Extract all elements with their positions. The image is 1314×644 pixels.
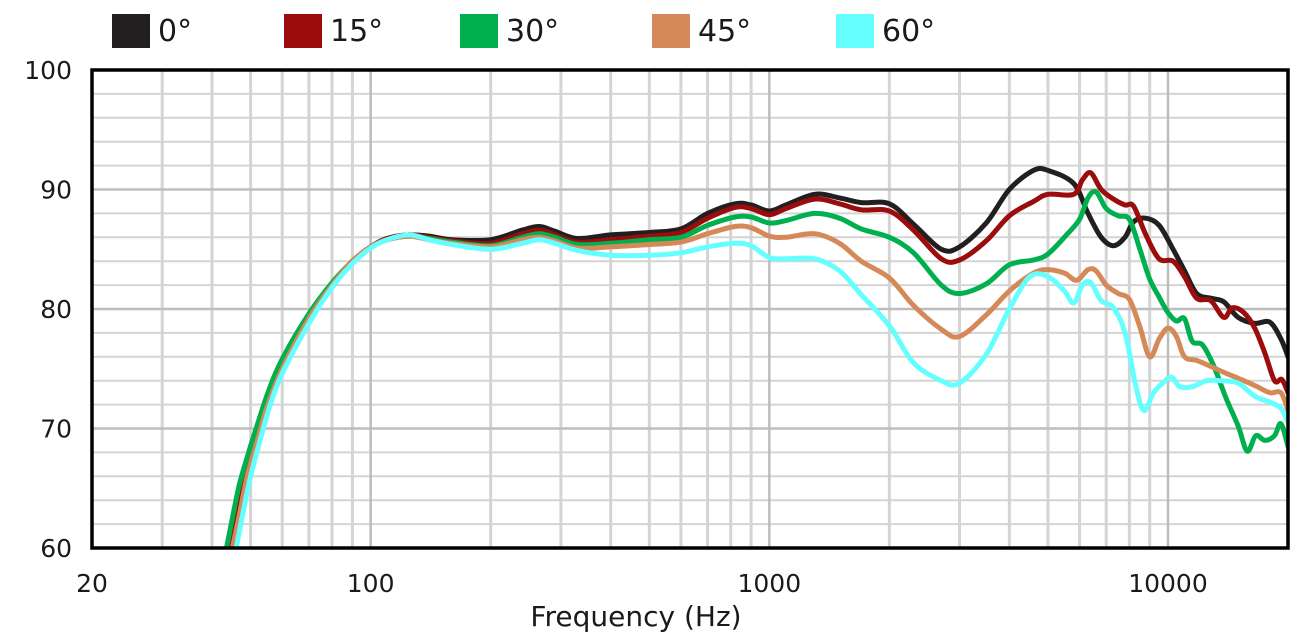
y-tick-label: 80 — [40, 295, 72, 324]
series-layer — [224, 165, 1288, 548]
x-tick-label: 20 — [76, 569, 108, 598]
legend-label-60: 60° — [882, 14, 936, 49]
legend-label-15: 15° — [330, 14, 384, 49]
plot-frame — [90, 68, 1290, 550]
x-axis-title: Frequency (Hz) — [530, 600, 741, 633]
grid-major — [92, 70, 1288, 548]
legend-swatch-60 — [836, 14, 874, 48]
legend-swatch-0 — [112, 14, 150, 48]
legend-swatch-45 — [652, 14, 690, 48]
y-axis: 60 70 80 90 100 — [24, 56, 72, 563]
y-tick-label: 100 — [24, 56, 72, 85]
legend-swatch-15 — [284, 14, 322, 48]
y-tick-label: 90 — [40, 176, 72, 205]
legend-label-30: 30° — [506, 14, 560, 49]
y-tick-label: 70 — [40, 415, 72, 444]
x-tick-label: 10000 — [1128, 569, 1208, 598]
x-tick-label: 100 — [347, 569, 395, 598]
y-tick-label: 60 — [40, 534, 72, 563]
legend-label-0: 0° — [158, 14, 193, 49]
legend-label-45: 45° — [698, 14, 752, 49]
x-tick-label: 1000 — [738, 569, 802, 598]
series-line-60 — [233, 232, 1288, 548]
legend-swatch-30 — [460, 14, 498, 48]
x-axis: 20 100 1000 10000 — [76, 569, 1208, 598]
